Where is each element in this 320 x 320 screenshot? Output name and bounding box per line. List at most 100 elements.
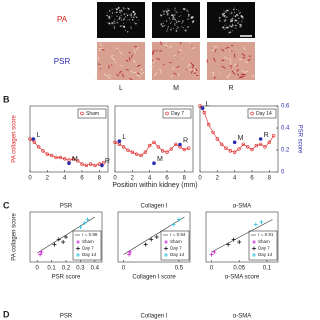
pa-speck (114, 12, 116, 14)
data-point (171, 222, 176, 227)
pa-speck (226, 16, 228, 18)
psr-fiber (159, 50, 163, 52)
pa-speck (111, 24, 113, 26)
legend-box (247, 108, 277, 119)
legend-swatch (164, 253, 168, 257)
pa-speck (174, 7, 176, 9)
fit-line (123, 216, 185, 255)
annotation-point (31, 137, 36, 141)
x-tick-label: 6 (250, 176, 254, 182)
y2-axis-label: PSR score (296, 125, 302, 154)
pa-speck (192, 21, 194, 23)
pa-speck (225, 27, 227, 29)
pa-speck (126, 7, 128, 9)
psr-fiber (153, 49, 155, 52)
plot-frame (199, 105, 279, 173)
data-point (209, 252, 214, 257)
pa-speck (229, 20, 232, 23)
pa-speck (172, 18, 174, 20)
pa-speck (165, 20, 168, 22)
legend-label: Day 7 (258, 246, 270, 251)
legend-swatch (76, 240, 80, 244)
x-tick-label: 0 (113, 176, 117, 182)
pa-speck (127, 7, 130, 10)
x-tick-label: 8 (268, 176, 272, 182)
psr-fiber (136, 64, 141, 67)
pa-speck (115, 21, 117, 23)
pa-speck (124, 29, 126, 31)
legend-swatch (76, 253, 80, 257)
pa-speck (223, 10, 225, 12)
psr-fiber (128, 51, 131, 54)
data-point (93, 163, 97, 168)
data-point (202, 110, 207, 115)
pa-speck (242, 19, 244, 21)
psr-fiber (193, 72, 197, 75)
pa-speck (117, 22, 119, 24)
pa-speck (160, 23, 163, 25)
psr-fiber (128, 56, 131, 61)
pa-speck (111, 15, 113, 17)
pa-speck (222, 15, 224, 17)
data-point (176, 217, 181, 222)
annotation-label: R (264, 132, 269, 139)
pa-speck (130, 14, 133, 17)
legend-label: Sham (86, 111, 99, 117)
annotation-point (200, 106, 205, 110)
pa-speck (115, 11, 118, 14)
pa-speck (228, 25, 230, 27)
psr-fiber (136, 46, 139, 51)
pa-speck (230, 12, 233, 15)
pa-speck (186, 9, 188, 12)
psr-fiber (125, 69, 129, 71)
pa-speck (223, 12, 226, 15)
pa-speck (172, 27, 175, 29)
data-point (237, 147, 241, 151)
legend-box (162, 108, 192, 119)
pa-speck (222, 26, 223, 28)
pa-speck (230, 18, 232, 21)
psr-fiber (136, 72, 140, 75)
x-tick-label: 8 (98, 176, 102, 182)
y-axis-label: PA collagen score (12, 213, 18, 261)
y2-tick-label: 0.4 (281, 126, 290, 132)
data-point (245, 145, 250, 149)
pa-speck (126, 19, 129, 21)
data-point (41, 149, 45, 153)
data-point (160, 149, 165, 153)
annotation-label: R (183, 137, 188, 144)
data-point (237, 240, 242, 244)
panel-label: D (3, 309, 10, 319)
pa-speck (188, 13, 190, 16)
psr-fiber (140, 72, 145, 75)
pa-speck (227, 10, 229, 12)
data-point (211, 130, 215, 135)
data-point (258, 142, 263, 146)
data-point (212, 250, 217, 254)
pa-speck (221, 13, 224, 16)
data-point (54, 155, 58, 160)
psr-fiber (243, 46, 246, 51)
x-tick-label: 8 (183, 176, 187, 182)
pa-speck (171, 21, 173, 23)
data-point (259, 220, 264, 224)
psr-fiber (187, 62, 192, 68)
data-point (169, 147, 174, 151)
data-point (71, 157, 76, 161)
psr-fiber (221, 48, 225, 52)
legend-label: Day 7 (170, 246, 182, 251)
pa-speck (166, 29, 168, 31)
data-point (271, 134, 276, 138)
pa-speck (230, 25, 233, 28)
pa-speck (162, 25, 164, 28)
pa-speck (130, 23, 132, 25)
data-point (80, 162, 84, 166)
psr-fiber (233, 63, 237, 67)
pa-speck (124, 13, 126, 15)
pa-speck (116, 8, 118, 11)
psr-fiber (191, 47, 196, 49)
psr-fiber (241, 69, 246, 74)
psr-fiber (189, 41, 192, 44)
pa-speck (167, 14, 169, 16)
